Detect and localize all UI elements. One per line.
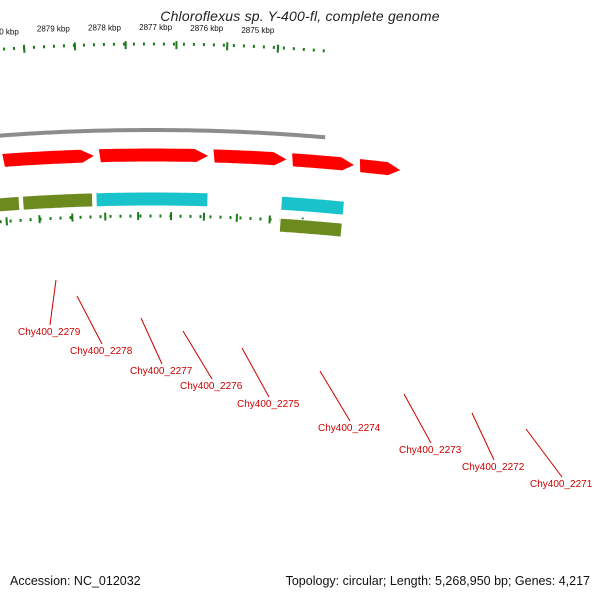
gene-label: Chy400_2275 — [237, 399, 300, 410]
gene-leader-line — [525, 428, 563, 478]
gene-label: Chy400_2276 — [180, 381, 243, 392]
cds-forward — [358, 157, 403, 177]
cds-reverse-cyan — [95, 191, 209, 208]
scale-tick-label: 2879 kbp — [37, 25, 70, 34]
gene-label: Chy400_2273 — [399, 445, 462, 456]
gene-leader-line — [471, 412, 495, 461]
olive-feature — [0, 195, 21, 213]
genome-title: Chloroflexus sp. Y-400-fl, complete geno… — [160, 8, 440, 24]
cds-forward — [291, 152, 357, 172]
gene-leader-line — [140, 317, 163, 365]
gene-label: Chy400_2274 — [318, 423, 381, 434]
genome-backbone — [0, 128, 326, 140]
gene-label: Chy400_2271 — [530, 479, 593, 490]
gene-leader-line — [319, 370, 351, 422]
gene-leader-line — [76, 295, 103, 345]
gene-label: Chy400_2278 — [70, 346, 133, 357]
scale-tick-label: 2876 kbp — [190, 24, 223, 33]
scale-tick-label: 2875 kbp — [241, 26, 274, 35]
inner-scale-tick — [5, 217, 8, 226]
cds-forward — [1, 148, 96, 168]
olive-feature — [278, 217, 343, 238]
gene-leader-line — [241, 347, 270, 398]
scale-tick-label: 2880 kbp — [0, 27, 19, 36]
gene-label: Chy400_2279 — [18, 327, 81, 338]
scale-layer: 2886 kbp2885 kbp2884 kbp2883 kbp2882 kbp… — [0, 23, 333, 226]
gene-label: Chy400_2277 — [130, 366, 193, 377]
gene-label: Chy400_2272 — [462, 462, 525, 473]
gene-label-layer: Chy400_2279 Chy400_2278 Chy400_2277 Chy400_… — [18, 279, 593, 490]
cds-reverse-cyan — [280, 195, 346, 216]
scale-tick-label: 2878 kbp — [88, 23, 121, 32]
accession-text: Accession: NC_012032 — [10, 574, 141, 588]
backbone-layer — [0, 128, 326, 140]
feature-layer — [0, 147, 403, 238]
outer-scale-line — [0, 42, 333, 54]
cds-forward — [97, 147, 211, 164]
olive-feature — [21, 192, 94, 211]
gene-leader-line — [403, 393, 432, 444]
inner-scale-line — [0, 214, 319, 225]
gene-leader-line — [49, 279, 57, 326]
genome-stats-text: Topology: circular; Length: 5,268,950 bp… — [285, 574, 590, 588]
scale-tick-label: 2877 kbp — [139, 23, 172, 32]
cds-forward — [212, 148, 289, 167]
gene-leader-line — [182, 330, 213, 380]
